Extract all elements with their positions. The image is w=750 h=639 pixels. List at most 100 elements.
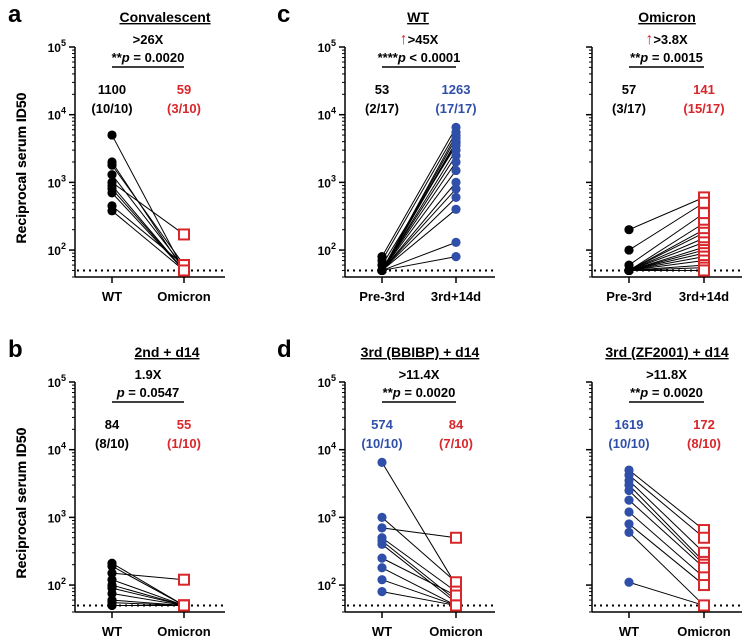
data-point xyxy=(698,599,710,612)
y-tick-label: 105 xyxy=(318,38,336,55)
gmt-value: 1100 xyxy=(98,82,126,97)
y-tick-label: 105 xyxy=(48,38,66,55)
y-tick-label: 102 xyxy=(48,576,66,593)
x-tick-label: Omicron xyxy=(157,289,211,304)
pair-line xyxy=(628,237,705,271)
pair-line xyxy=(381,579,457,606)
pair-line xyxy=(381,462,457,586)
pair-line xyxy=(381,132,457,261)
pair-line xyxy=(628,480,705,554)
pair-line xyxy=(628,256,705,271)
y-tick-label: 103 xyxy=(48,173,66,190)
panel-d1: d 3rd (BBIBP) + d14 102 103 104 105 Reciprocal… xyxy=(13,336,495,639)
gmt-value: 59 xyxy=(177,82,191,97)
x-tick-label: Omicron xyxy=(429,624,483,639)
data-point xyxy=(624,577,634,587)
data-point xyxy=(451,252,461,262)
pair-line xyxy=(111,192,185,271)
data-point xyxy=(107,568,117,578)
pair-line xyxy=(381,557,457,596)
positive-fraction: (10/10) xyxy=(91,101,132,116)
data-point xyxy=(698,561,710,574)
pair-line xyxy=(628,469,705,531)
pair-line xyxy=(381,155,457,271)
data-point xyxy=(624,265,634,276)
pair-line xyxy=(381,197,457,271)
gmt-value: 141 xyxy=(693,82,715,97)
data-point xyxy=(107,588,117,599)
data-point xyxy=(107,160,117,170)
x-tick-label: Omicron xyxy=(677,624,731,639)
p-value: ****p < 0.0001 xyxy=(378,50,461,65)
pair-line xyxy=(628,232,705,271)
y-tick-label: 102 xyxy=(48,241,66,258)
data-point xyxy=(451,184,461,194)
data-point xyxy=(451,157,461,167)
pair-line xyxy=(111,164,185,266)
x-tick-label: WT xyxy=(102,624,122,639)
data-point xyxy=(451,150,461,161)
panel-letter: b xyxy=(8,336,23,363)
fold-change: 1.9X xyxy=(135,367,162,382)
positive-fraction: (15/17) xyxy=(683,101,724,116)
pair-line xyxy=(628,474,705,539)
gmt-value: 172 xyxy=(693,417,715,432)
p-value: **p = 0.0020 xyxy=(383,385,456,400)
data-point xyxy=(377,512,387,522)
x-tick-label: Pre-3rd xyxy=(359,289,405,304)
pair-line xyxy=(381,170,457,271)
pair-line xyxy=(381,241,457,271)
pair-line xyxy=(381,543,457,604)
pair-line xyxy=(381,182,457,271)
positive-fraction: (7/10) xyxy=(439,436,473,451)
data-point xyxy=(107,188,117,198)
pair-line xyxy=(628,196,705,231)
pair-line xyxy=(111,210,185,271)
panel-title: Convalescent xyxy=(119,9,210,25)
p-value: p = 0.0547 xyxy=(116,385,180,400)
panel-letter: c xyxy=(277,1,290,28)
y-axis-label: Reciprocal serum ID50 xyxy=(13,92,29,243)
pair-line xyxy=(628,222,705,271)
data-point xyxy=(377,587,387,597)
data-point xyxy=(107,206,117,216)
data-point xyxy=(624,225,634,235)
fold-change: >26X xyxy=(133,32,164,47)
y-tick-label: 104 xyxy=(48,106,66,123)
x-tick-label: Omicron xyxy=(157,624,211,639)
pair-line xyxy=(628,249,705,271)
panel-c2: Omicron Pre-3rd 3rd+14d ↑>3.8X **p = 0.0015 5… xyxy=(586,9,742,304)
data-point xyxy=(377,265,387,276)
gmt-value: 55 xyxy=(177,417,191,432)
x-tick-label: WT xyxy=(619,624,639,639)
panel-letter: d xyxy=(277,336,292,363)
pair-line xyxy=(628,212,705,266)
pair-line xyxy=(381,127,457,257)
pair-line xyxy=(628,252,705,271)
data-point xyxy=(451,237,461,247)
y-tick-label: 102 xyxy=(318,241,336,258)
y-tick-label: 103 xyxy=(318,173,336,190)
y-tick-label: 104 xyxy=(318,441,336,458)
pair-line xyxy=(628,202,705,251)
data-point xyxy=(377,539,387,549)
y-axis-label: Reciprocal serum ID50 xyxy=(13,427,29,578)
data-point xyxy=(107,561,117,571)
data-point xyxy=(107,130,117,140)
data-point xyxy=(698,579,710,592)
pair-line xyxy=(381,591,457,606)
data-point xyxy=(698,207,710,220)
positive-fraction: (17/17) xyxy=(435,101,476,116)
data-point xyxy=(451,204,461,214)
pair-line xyxy=(111,584,185,606)
data-point xyxy=(107,600,117,611)
y-tick-label: 105 xyxy=(318,373,336,390)
x-tick-label: 3rd+14d xyxy=(431,289,481,304)
panel-title: Omicron xyxy=(638,9,696,25)
gmt-value: 1619 xyxy=(615,417,644,432)
positive-fraction: (2/17) xyxy=(365,101,399,116)
x-tick-label: WT xyxy=(102,289,122,304)
pair-line xyxy=(628,260,705,271)
pair-line xyxy=(111,174,185,268)
